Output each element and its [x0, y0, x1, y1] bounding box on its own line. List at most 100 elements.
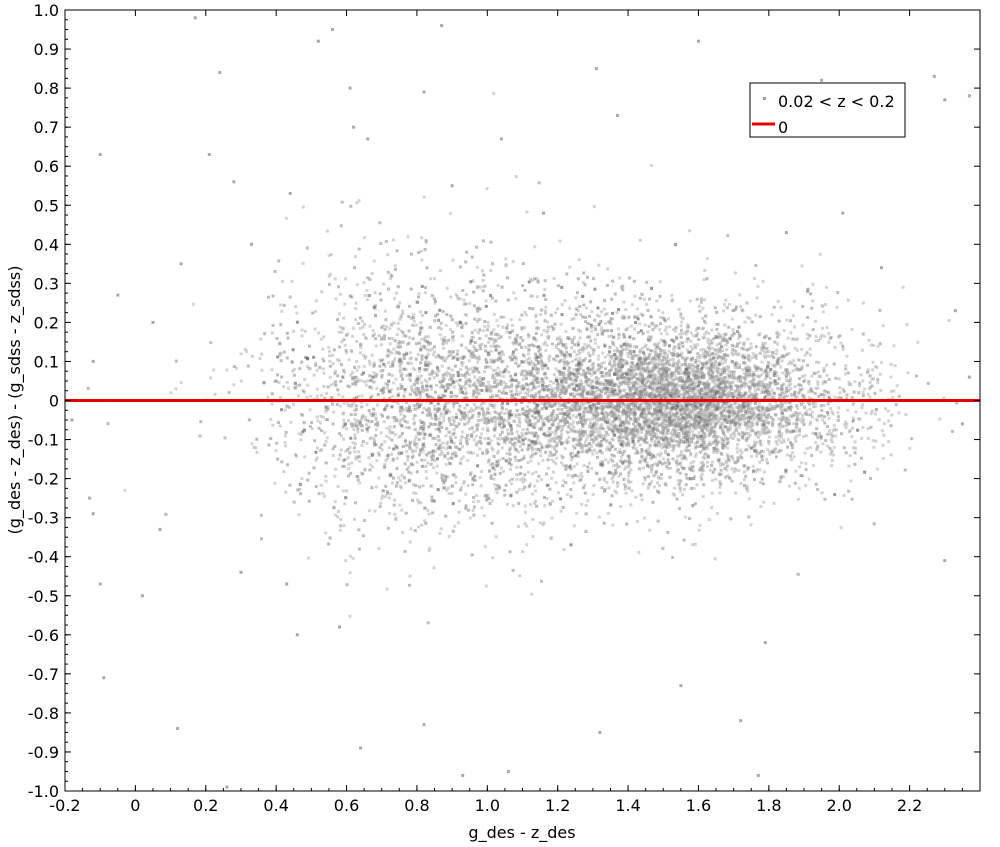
scatter-point [632, 374, 636, 378]
scatter-point [817, 394, 821, 398]
scatter-point [672, 364, 675, 368]
scatter-point [541, 458, 545, 462]
scatter-point [832, 445, 836, 449]
scatter-point [643, 352, 647, 356]
scatter-point [592, 427, 596, 431]
scatter-point [670, 351, 674, 355]
scatter-point [731, 394, 735, 398]
scatter-point [643, 384, 646, 387]
scatter-point [619, 472, 623, 476]
scatter-point [732, 430, 736, 434]
scatter-point [636, 432, 640, 436]
scatter-point [530, 388, 534, 392]
scatter-point [869, 412, 873, 416]
scatter-point [648, 352, 652, 356]
scatter-point [524, 510, 527, 514]
scatter-point [810, 410, 814, 414]
scatter-point [593, 370, 597, 374]
scatter-point [726, 416, 730, 419]
scatter-point [682, 395, 686, 399]
scatter-point [625, 426, 629, 430]
scatter-point [700, 366, 704, 370]
scatter-point [727, 382, 731, 386]
scatter-point [876, 344, 880, 348]
scatter-point [889, 375, 893, 379]
scatter-point [692, 368, 696, 372]
scatter-point [600, 423, 604, 427]
scatter-point [712, 449, 716, 453]
scatter-point [724, 365, 728, 369]
scatter-point [569, 378, 573, 382]
scatter-point [688, 414, 692, 418]
scatter-point [468, 516, 472, 520]
scatter-point [829, 438, 833, 442]
scatter-point [807, 390, 811, 394]
scatter-point [716, 402, 720, 406]
scatter-point [547, 359, 551, 363]
scatter-point [661, 394, 665, 398]
scatter-point [739, 422, 743, 426]
scatter-point [752, 395, 756, 399]
scatter-point [607, 378, 611, 382]
scatter-point [686, 420, 690, 424]
scatter-point [734, 389, 738, 393]
scatter-point [425, 476, 428, 480]
scatter-point [670, 394, 674, 398]
scatter-point [588, 423, 592, 427]
scatter-point [622, 409, 626, 413]
scatter-point [718, 387, 722, 391]
scatter-point [488, 365, 492, 369]
scatter-point [716, 377, 720, 381]
scatter-point [724, 388, 728, 392]
scatter-point [787, 380, 791, 384]
scatter-point [646, 338, 650, 342]
scatter-point [636, 363, 640, 367]
scatter-point [595, 414, 599, 418]
scatter-point [445, 286, 449, 290]
scatter-point [821, 418, 825, 422]
scatter-point [748, 388, 752, 392]
scatter-point [608, 448, 612, 452]
scatter-point [703, 386, 706, 390]
scatter-point [710, 357, 713, 361]
scatter-point [734, 305, 738, 309]
scatter-point [747, 374, 751, 378]
scatter-point [727, 409, 731, 413]
scatter-point [755, 415, 759, 419]
scatter-point [483, 437, 487, 441]
scatter-point [654, 347, 658, 351]
scatter-point [575, 307, 578, 311]
scatter-point [662, 438, 666, 442]
scatter-point [618, 435, 622, 439]
scatter-point [362, 281, 366, 285]
scatter-point [752, 449, 756, 453]
scatter-point [652, 430, 655, 434]
scatter-point [727, 405, 731, 409]
scatter-point [430, 387, 434, 391]
scatter-point [641, 427, 645, 431]
scatter-point [683, 417, 687, 421]
scatter-point [789, 382, 793, 386]
scatter-point [675, 439, 679, 443]
scatter-point [618, 389, 622, 393]
scatter-point [606, 267, 609, 271]
scatter-point [733, 461, 737, 465]
scatter-point [669, 437, 673, 441]
scatter-point [719, 406, 723, 410]
scatter-point [631, 362, 635, 366]
scatter-point [597, 368, 601, 372]
scatter-point [595, 442, 599, 446]
scatter-point [592, 403, 596, 406]
scatter-point [815, 427, 819, 431]
scatter-point [766, 396, 770, 400]
scatter-point [627, 393, 631, 397]
scatter-point [697, 326, 701, 330]
scatter-point [706, 389, 710, 393]
scatter-point [751, 382, 755, 386]
scatter-point [709, 373, 713, 377]
scatter-point [755, 423, 759, 427]
scatter-point [663, 416, 667, 420]
scatter-point [724, 418, 728, 422]
scatter-point [861, 426, 865, 429]
scatter-point [736, 377, 740, 380]
